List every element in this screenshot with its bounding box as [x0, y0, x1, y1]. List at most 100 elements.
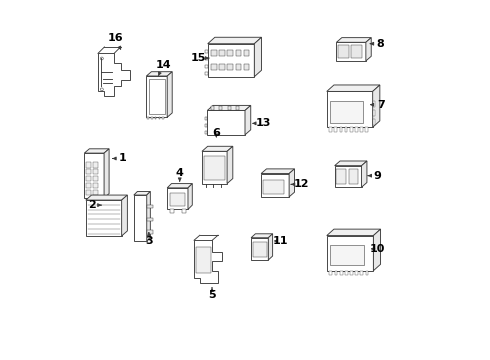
Bar: [147, 117, 149, 119]
Bar: [211, 64, 217, 70]
Bar: [182, 210, 186, 213]
Bar: [204, 157, 224, 180]
Bar: [264, 180, 284, 194]
Bar: [147, 230, 152, 234]
Bar: [334, 127, 337, 132]
Bar: [202, 151, 227, 184]
Polygon shape: [261, 169, 294, 174]
Polygon shape: [327, 229, 381, 235]
Polygon shape: [208, 37, 262, 44]
Text: 6: 6: [212, 129, 220, 138]
Bar: [220, 64, 225, 70]
Polygon shape: [289, 169, 294, 197]
Bar: [253, 242, 267, 257]
Bar: [205, 117, 207, 120]
Bar: [236, 106, 239, 111]
Bar: [355, 127, 358, 132]
Polygon shape: [194, 240, 222, 283]
Polygon shape: [373, 229, 381, 271]
Bar: [350, 271, 353, 275]
Text: 15: 15: [191, 53, 209, 63]
Bar: [149, 79, 165, 114]
Bar: [244, 64, 249, 70]
Bar: [227, 50, 233, 56]
Bar: [205, 58, 208, 60]
Bar: [205, 124, 207, 127]
Bar: [205, 131, 207, 134]
Bar: [261, 174, 289, 197]
Bar: [329, 127, 332, 132]
Bar: [327, 91, 373, 127]
Polygon shape: [167, 184, 192, 188]
Text: 3: 3: [145, 233, 153, 246]
Bar: [86, 200, 122, 236]
Bar: [155, 117, 156, 119]
Polygon shape: [269, 234, 272, 260]
Text: 4: 4: [176, 168, 184, 181]
Polygon shape: [147, 72, 172, 76]
Bar: [134, 195, 147, 241]
Bar: [344, 127, 347, 132]
Bar: [147, 205, 152, 208]
Bar: [159, 117, 160, 119]
Bar: [330, 245, 364, 265]
Bar: [205, 72, 208, 75]
Text: 13: 13: [253, 118, 271, 128]
Bar: [373, 101, 374, 107]
Bar: [360, 127, 363, 132]
Bar: [207, 111, 245, 135]
Bar: [366, 271, 368, 275]
Polygon shape: [207, 105, 251, 111]
Bar: [236, 64, 241, 70]
Bar: [335, 166, 362, 187]
Polygon shape: [202, 146, 233, 151]
Bar: [251, 238, 269, 260]
Bar: [163, 117, 164, 119]
Text: 11: 11: [272, 236, 288, 246]
Bar: [340, 271, 343, 275]
Bar: [205, 50, 208, 53]
Bar: [373, 119, 374, 125]
Text: 1: 1: [113, 153, 126, 163]
Polygon shape: [122, 195, 127, 236]
Polygon shape: [227, 146, 233, 184]
Bar: [227, 64, 233, 70]
Polygon shape: [98, 53, 130, 96]
Polygon shape: [366, 38, 371, 61]
Polygon shape: [188, 184, 192, 210]
Polygon shape: [327, 85, 380, 91]
Bar: [373, 110, 374, 116]
Bar: [327, 235, 373, 271]
Bar: [93, 183, 98, 188]
Text: 12: 12: [291, 179, 309, 189]
Text: 2: 2: [88, 200, 101, 210]
Bar: [236, 50, 241, 56]
Bar: [147, 76, 167, 117]
Bar: [329, 271, 332, 275]
Bar: [208, 44, 254, 77]
Bar: [211, 106, 214, 111]
Polygon shape: [373, 85, 380, 127]
Bar: [365, 127, 368, 132]
Bar: [84, 153, 104, 198]
Bar: [93, 176, 98, 181]
Polygon shape: [167, 72, 172, 117]
Bar: [93, 162, 98, 167]
Bar: [335, 271, 338, 275]
Text: 16: 16: [107, 33, 123, 49]
Bar: [338, 45, 349, 58]
Polygon shape: [147, 192, 150, 241]
Polygon shape: [245, 105, 251, 135]
Bar: [350, 127, 352, 132]
Polygon shape: [134, 192, 150, 195]
Bar: [86, 176, 91, 181]
Polygon shape: [335, 161, 367, 166]
Polygon shape: [86, 195, 127, 200]
Text: 5: 5: [208, 288, 216, 301]
Polygon shape: [254, 37, 262, 77]
Bar: [93, 190, 98, 195]
Polygon shape: [337, 38, 371, 42]
Bar: [361, 271, 363, 275]
Bar: [93, 169, 98, 175]
Bar: [330, 102, 364, 123]
